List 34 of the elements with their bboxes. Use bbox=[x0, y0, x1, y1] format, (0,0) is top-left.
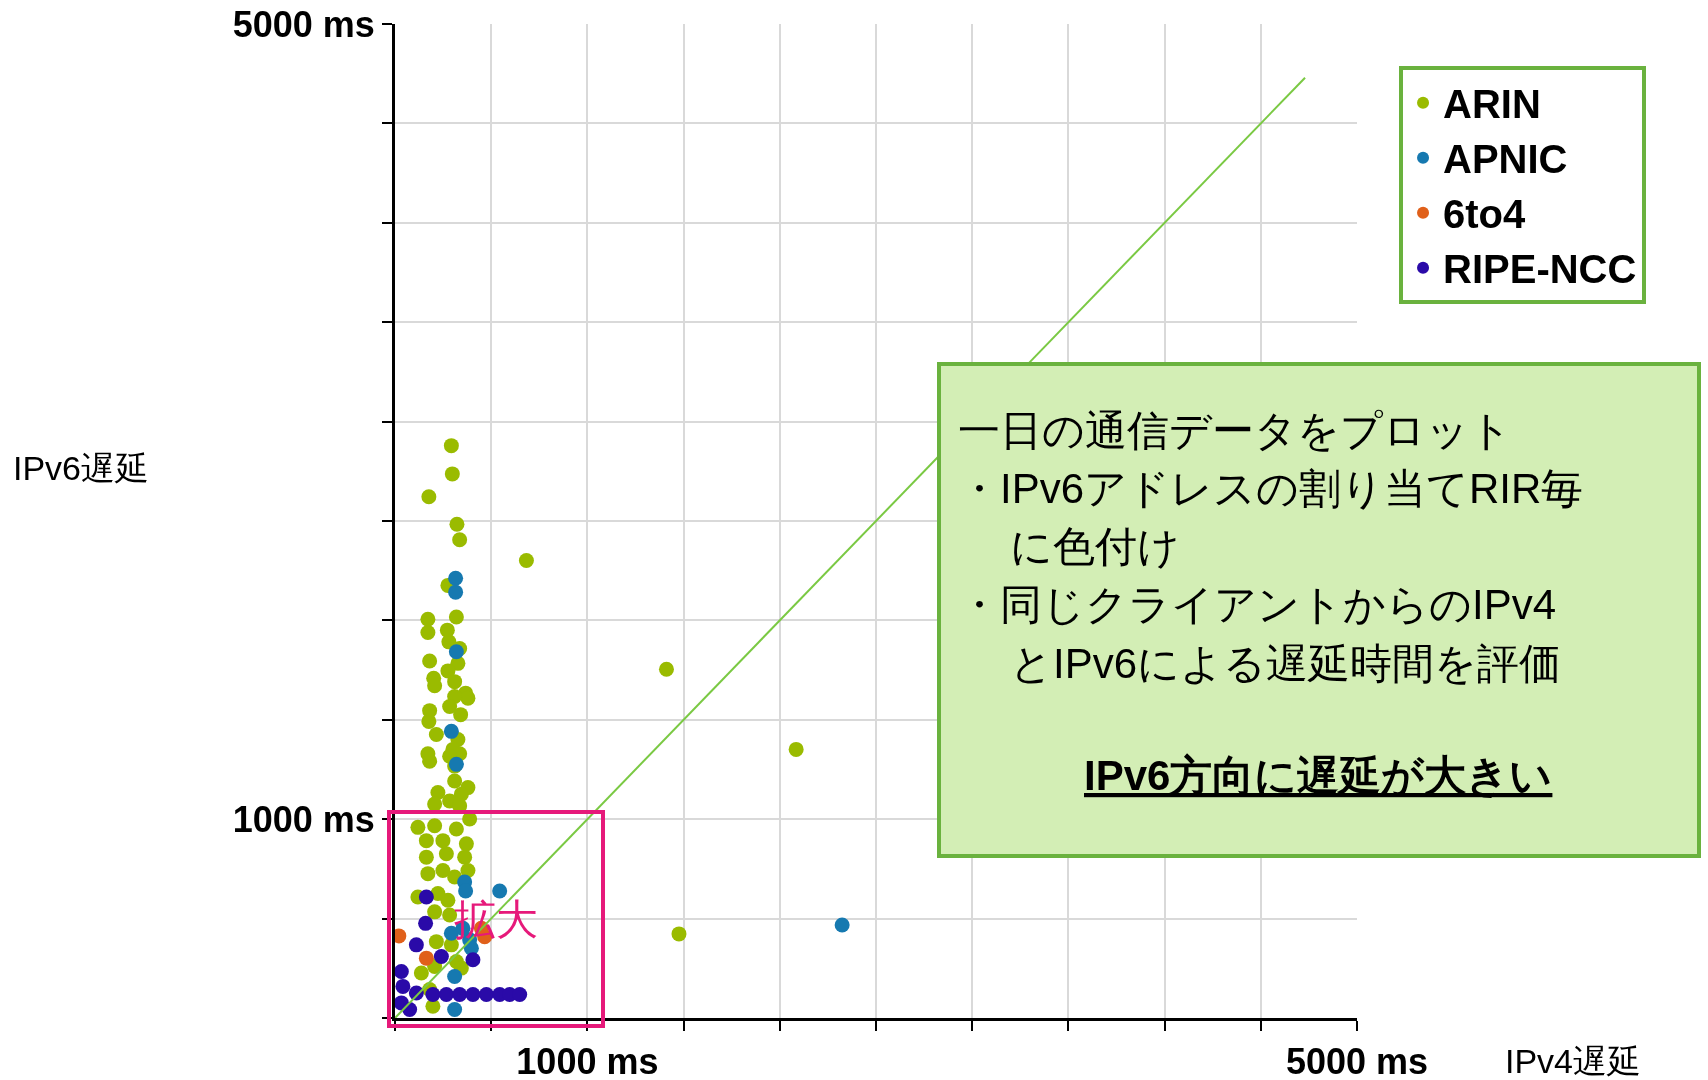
point bbox=[418, 915, 434, 931]
x-axis-title: IPv4遅延 bbox=[1505, 1042, 1642, 1080]
annotation: IPv6方向に遅延が大きい bbox=[1084, 752, 1553, 799]
y-axis-title: IPv6遅延 bbox=[13, 449, 150, 487]
point bbox=[448, 644, 464, 660]
annotation: とIPv6による遅延時間を評価 bbox=[1010, 640, 1562, 687]
point bbox=[478, 987, 494, 1003]
legend-label: RIPE-NCC bbox=[1443, 247, 1637, 292]
annotation: 一日の通信データをプロット bbox=[958, 407, 1512, 454]
point bbox=[834, 917, 850, 933]
point bbox=[395, 963, 409, 979]
point bbox=[408, 937, 424, 953]
point bbox=[418, 950, 434, 966]
point bbox=[425, 987, 441, 1003]
legend-label: APNIC bbox=[1443, 137, 1568, 182]
point bbox=[465, 952, 481, 968]
point bbox=[465, 987, 481, 1003]
point bbox=[443, 723, 459, 739]
point bbox=[447, 968, 463, 984]
point bbox=[448, 584, 464, 600]
legend-label: 6to4 bbox=[1443, 192, 1527, 237]
point bbox=[433, 949, 449, 965]
annotation: ・同じクライアントからのIPv4 bbox=[958, 581, 1557, 628]
point bbox=[452, 987, 468, 1003]
point bbox=[395, 978, 411, 994]
point bbox=[512, 987, 528, 1003]
point bbox=[447, 1001, 463, 1017]
point bbox=[418, 889, 434, 905]
annotation: に色付け bbox=[1010, 523, 1180, 570]
point bbox=[438, 987, 454, 1003]
point bbox=[448, 570, 464, 586]
legend-label: ARIN bbox=[1443, 82, 1541, 127]
annotation: ・IPv6アドレスの割り当てRIR毎 bbox=[958, 465, 1584, 512]
point bbox=[492, 883, 508, 899]
